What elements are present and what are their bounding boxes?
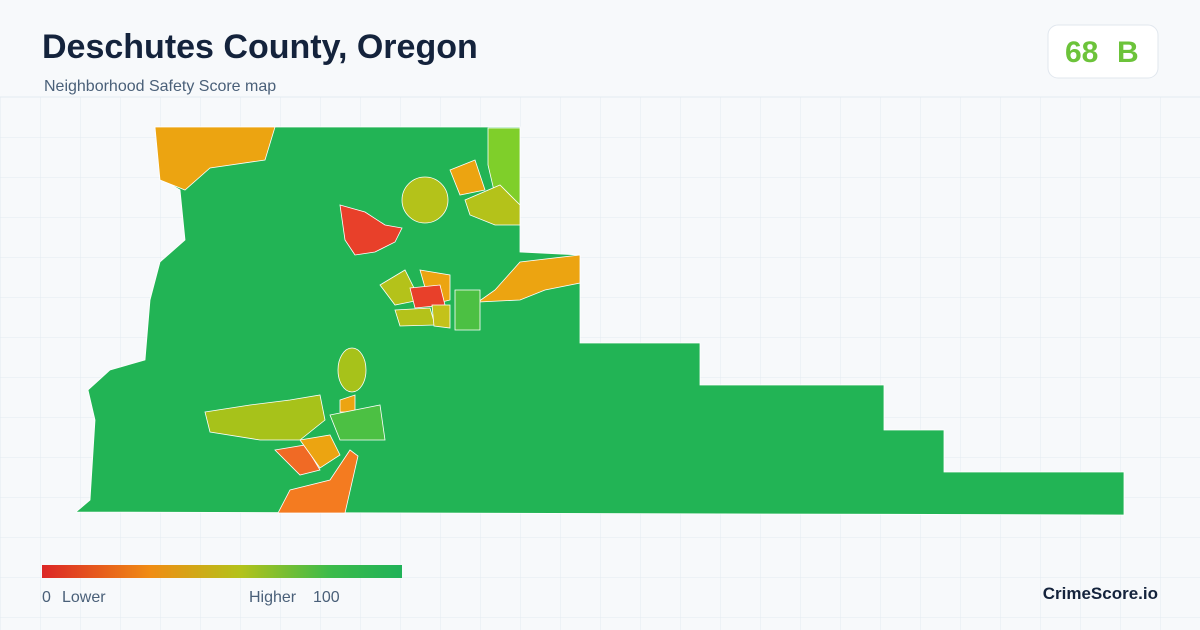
score-value: 68 (1065, 36, 1098, 69)
region (339, 204, 403, 256)
legend-min-label: Lower (62, 589, 106, 606)
region (401, 176, 449, 224)
region (464, 184, 521, 226)
region (277, 449, 359, 514)
region (431, 304, 451, 329)
brand: CrimeScore.io (1043, 584, 1158, 603)
region (476, 254, 581, 303)
county-map (74, 126, 1125, 516)
region (329, 404, 386, 441)
region (409, 284, 446, 309)
region (394, 307, 436, 327)
title: Deschutes County, Oregon (42, 28, 478, 66)
region (154, 126, 276, 191)
legend-min: 0 (42, 589, 51, 606)
subtitle: Neighborhood Safety Score map (44, 78, 276, 95)
score-grade: B (1117, 36, 1139, 69)
legend-max-label: Higher (249, 589, 297, 606)
region (337, 347, 367, 393)
region (204, 394, 326, 441)
region (454, 289, 481, 331)
region (299, 434, 341, 469)
region (449, 159, 486, 196)
legend-max: 100 (313, 589, 340, 606)
score-badge (1047, 24, 1159, 79)
legend-gradient (42, 565, 402, 578)
